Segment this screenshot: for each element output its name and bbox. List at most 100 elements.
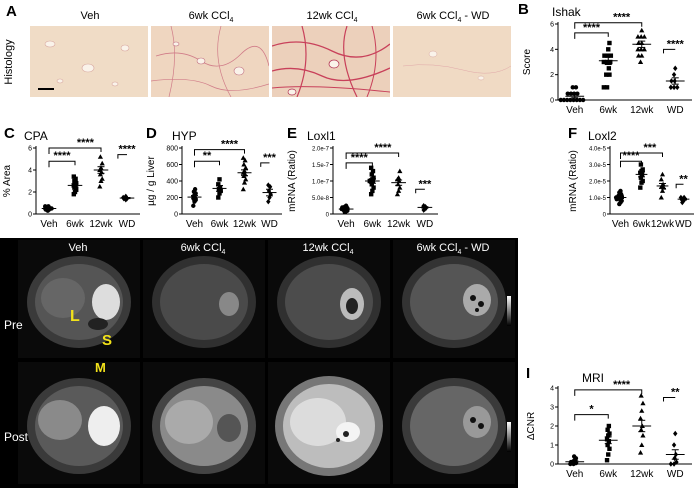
data-point <box>638 393 644 398</box>
data-point <box>604 458 610 463</box>
data-point <box>217 191 222 196</box>
data-point <box>191 203 196 208</box>
data-point <box>71 174 76 179</box>
data-point <box>243 165 249 170</box>
significance-label: **** <box>374 142 392 154</box>
data-point <box>369 182 374 187</box>
series-WD <box>119 193 135 203</box>
data-point <box>565 91 570 96</box>
data-point <box>668 84 674 91</box>
chart-title: Loxl1 <box>307 129 336 143</box>
significance-label: ** <box>203 150 212 162</box>
data-point <box>681 198 686 204</box>
significance-bracket <box>117 154 127 159</box>
y-axis-label: µg / g Liver <box>146 156 157 206</box>
data-point <box>564 97 570 103</box>
y-axis-label: Score <box>522 49 533 76</box>
mri-title-6wk: 6wk CCl4 <box>180 242 226 257</box>
chart-title: Loxl2 <box>588 129 617 143</box>
x-tick-label: 6wk <box>363 219 382 230</box>
data-point <box>343 203 349 208</box>
scale-max-pre: 35k <box>518 288 530 295</box>
data-point <box>267 183 273 190</box>
data-point <box>607 431 612 436</box>
data-point <box>637 450 644 455</box>
data-point <box>673 65 678 72</box>
label-muscle: M <box>95 360 106 375</box>
chart-title: CPA <box>24 129 48 143</box>
significance-label: ** <box>679 173 688 185</box>
scale-min-post: 3k <box>518 446 526 453</box>
y-tick-label: 0 <box>28 212 32 219</box>
data-point <box>605 427 610 432</box>
histology-image-6wk <box>151 26 269 97</box>
mri-title-veh: Veh <box>68 242 88 254</box>
significance-bracket <box>194 160 220 168</box>
significance-bracket <box>574 32 609 39</box>
y-tick-label: 0 <box>550 462 554 469</box>
chart-ishak: Ishak 0 2 4 6 Score Veh 6wk 12wk WD **** **** **** <box>522 5 692 116</box>
y-tick-label: 1 <box>550 443 554 450</box>
data-point <box>240 186 246 192</box>
y-tick-label: 1.5e-7 <box>312 163 330 169</box>
x-tick-label: 12wk <box>630 105 654 116</box>
data-point <box>267 194 272 201</box>
y-tick-label: 2 <box>550 72 554 79</box>
series-6wk <box>67 174 83 197</box>
chart-loxl2: Loxl2 0 1.0e-5 2.0e-5 3.0e-5 4.0e-5 mRNA (Rati… <box>568 129 694 230</box>
chart-cpa: CPA 0 2 4 6 % Area Veh 6wk 12wk WD **** **** **** <box>2 129 140 230</box>
mri-pre-wd <box>393 240 515 358</box>
data-point <box>638 162 644 167</box>
mri-row-post: Post <box>4 430 29 444</box>
panel-label-i: I <box>526 365 531 382</box>
series-12wk <box>632 393 652 455</box>
y-tick-label: 2 <box>550 424 554 431</box>
significance-label: *** <box>418 178 432 190</box>
data-point <box>123 193 128 200</box>
data-point <box>370 188 375 194</box>
x-tick-label: 6wk <box>599 469 618 480</box>
series-Veh <box>41 204 57 213</box>
data-point <box>574 97 579 103</box>
x-tick-label: 6wk <box>633 219 652 230</box>
mri-post-veh <box>18 362 140 484</box>
x-tick-label: Veh <box>186 219 203 230</box>
data-point <box>602 53 607 58</box>
data-point <box>217 177 222 182</box>
data-point <box>640 167 645 172</box>
data-point <box>658 194 664 200</box>
y-tick-label: 4.0e-5 <box>589 147 607 153</box>
histology-title-veh: Veh <box>80 10 100 22</box>
series-WD <box>665 65 685 91</box>
data-point <box>675 84 680 91</box>
data-point <box>671 442 677 448</box>
data-point <box>618 188 623 194</box>
significance-bracket <box>574 389 643 396</box>
panel-label-b: B <box>518 1 529 18</box>
panel-label-c: C <box>4 125 15 142</box>
significance-label: **** <box>613 379 631 391</box>
data-point <box>397 168 403 174</box>
series-12wk <box>391 168 406 197</box>
data-point <box>639 442 645 447</box>
data-point <box>605 442 610 448</box>
data-point <box>396 188 402 193</box>
data-point <box>638 427 644 432</box>
data-point <box>659 188 666 193</box>
y-tick-label: 4 <box>550 386 554 393</box>
data-point <box>601 59 607 65</box>
histology-row-label: Histology <box>3 38 15 85</box>
chart-title: Ishak <box>552 5 582 19</box>
significance-bracket <box>620 152 663 159</box>
significance-bracket <box>345 162 373 169</box>
x-tick-label: 12wk <box>387 219 411 230</box>
y-tick-label: 600 <box>166 162 178 169</box>
significance-label: **** <box>77 137 95 149</box>
data-point <box>575 91 580 96</box>
series-6wk <box>365 165 380 197</box>
y-tick-label: 6 <box>550 22 554 29</box>
x-tick-label: 12wk <box>89 219 113 230</box>
series-6wk <box>212 177 227 200</box>
mri-row-pre: Pre <box>4 318 23 332</box>
data-point <box>604 72 609 77</box>
